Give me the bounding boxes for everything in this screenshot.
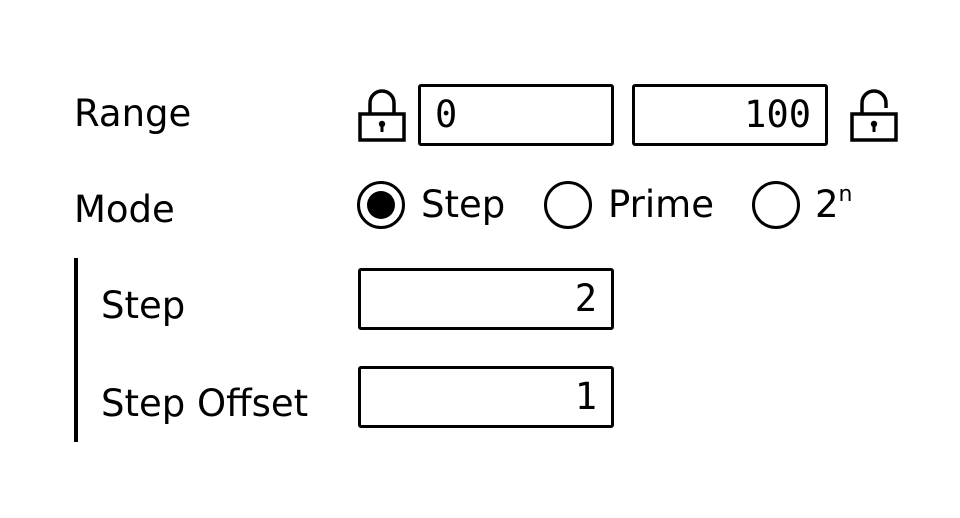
lock-closed-icon[interactable] [357, 86, 407, 142]
mode-radio-prime[interactable] [544, 181, 592, 229]
step-group-indicator [74, 258, 78, 442]
mode-label: Mode [74, 188, 175, 231]
mode-option-power-of-two-label[interactable]: 2n [815, 183, 853, 227]
mode-option-step-label[interactable]: Step [421, 183, 506, 226]
range-min-input[interactable]: 0 [418, 84, 614, 146]
step-offset-label: Step Offset [101, 382, 309, 425]
power-exponent: n [838, 182, 853, 207]
step-label: Step [101, 284, 186, 327]
mode-option-prime-label[interactable]: Prime [608, 183, 714, 226]
lock-open-icon[interactable] [849, 86, 899, 142]
step-offset-input[interactable]: 1 [358, 366, 614, 428]
radio-selected-dot [367, 191, 395, 219]
mode-radio-power-of-two[interactable] [752, 181, 800, 229]
step-input[interactable]: 2 [358, 268, 614, 330]
mode-radio-step[interactable] [357, 181, 405, 229]
range-label: Range [74, 92, 192, 135]
power-base: 2 [815, 183, 839, 226]
range-max-input[interactable]: 100 [632, 84, 828, 146]
